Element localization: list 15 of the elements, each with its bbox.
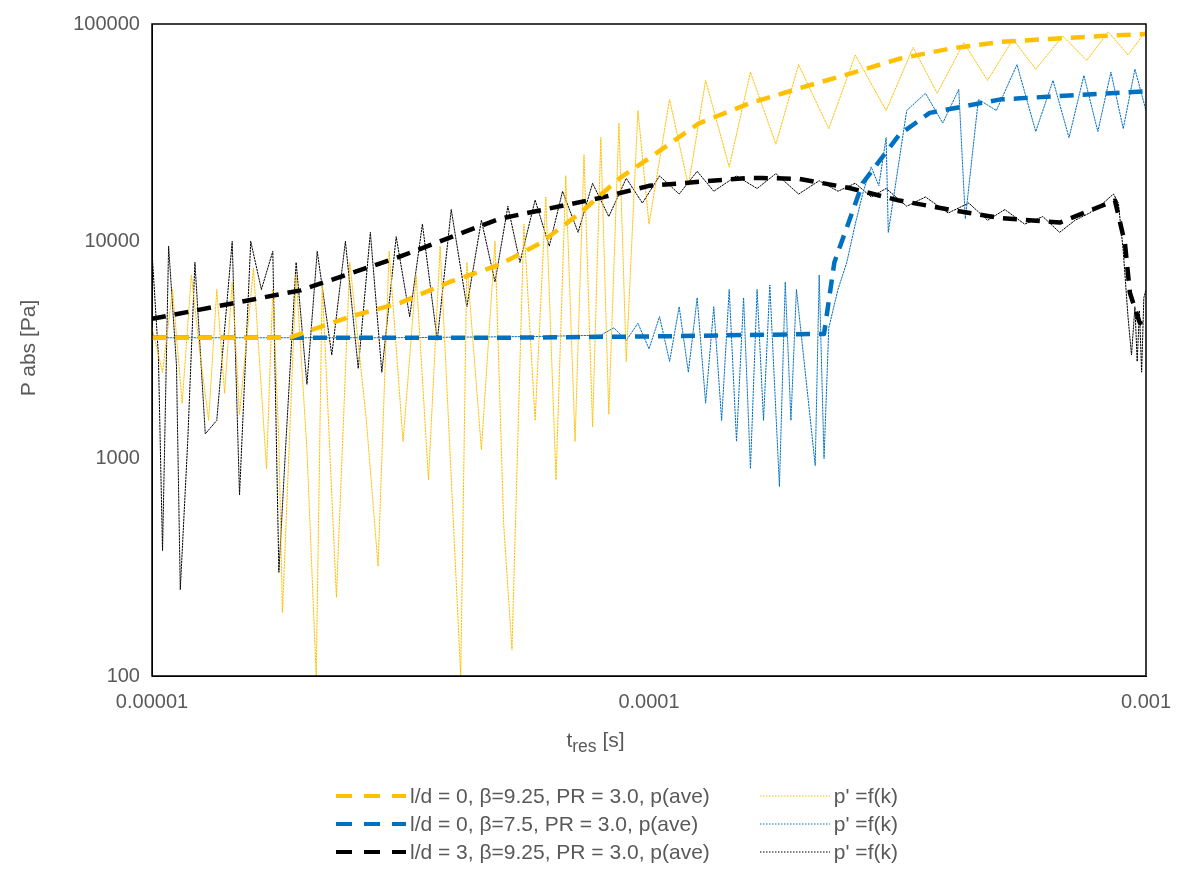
legend-label: p' =f(k): [833, 784, 898, 808]
y-tick-label: 10000: [84, 228, 140, 251]
legend-label: l/d = 3, β=9.25, PR = 3.0, p(ave): [410, 840, 710, 864]
x-axis-title: t$_{res}$ [s]: [565, 728, 626, 758]
x-tick-label: 0.00001: [115, 689, 189, 712]
y-axis-title: P abs [Pa]: [16, 299, 40, 397]
legend-label: p' =f(k): [833, 812, 898, 836]
x-tick-label: 0.0001: [618, 689, 680, 712]
y-tick-label: 100000: [73, 11, 140, 34]
y-tick-label: 1000: [95, 446, 140, 469]
legend-label: l/d = 0, β=7.5, PR = 3.0, p(ave): [410, 812, 699, 836]
legend-label: l/d = 0, β=9.25, PR = 3.0, p(ave): [410, 784, 710, 808]
x-tick-label: 0.001: [1120, 689, 1172, 712]
y-tick-label: 100: [106, 663, 140, 686]
legend-label: p' =f(k): [833, 840, 898, 864]
